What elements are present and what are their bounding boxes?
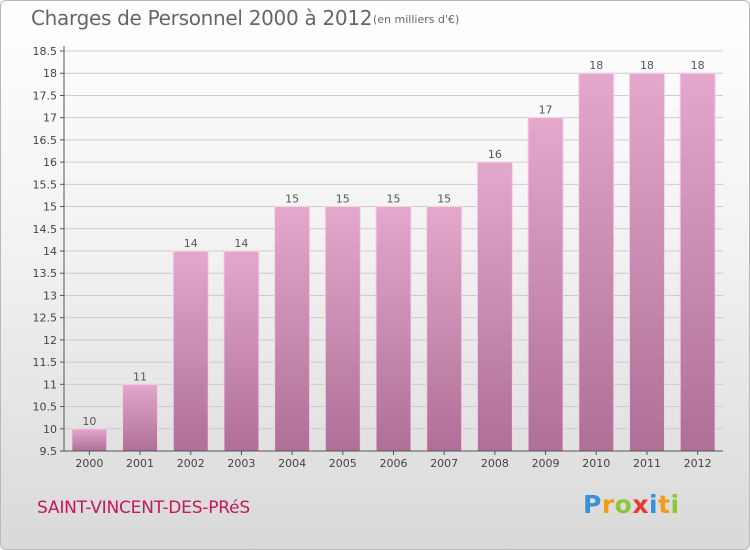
bar [426,206,463,452]
data-label: 18 [640,59,654,72]
data-label: 16 [488,148,502,161]
x-tick-label: 2012 [684,457,712,470]
y-tick-label: 17.5 [33,89,58,102]
y-tick-label: 11.5 [33,356,58,369]
x-tick-label: 2009 [532,457,560,470]
x-tick-label: 2008 [481,457,509,470]
data-label: 14 [184,237,198,250]
chart-title: Charges de Personnel 2000 à 2012 [31,6,373,30]
axes [60,46,723,455]
bar [476,161,513,452]
y-tick-label: 18.5 [33,45,58,58]
chart-subtitle: (en milliers d'€) [373,13,460,26]
data-label: 15 [387,193,401,206]
bar [527,117,564,452]
y-tick-label: 18 [43,67,57,80]
x-tick-label: 2007 [430,457,458,470]
x-tick-label: 2000 [75,457,103,470]
data-label: 10 [82,415,96,428]
labels: 9.5 10 10.5 11 11.5 12 12.5 13 13.5 14 14.5 15 15.5 1… [33,45,712,470]
bar [274,206,311,452]
town-name: SAINT-VINCENT-DES-PRéS [37,498,250,518]
x-tick-label: 2010 [582,457,610,470]
bar [324,206,361,452]
y-tick-label: 15 [43,201,57,214]
logo-letter: P [583,490,602,519]
data-label: 18 [691,59,705,72]
data-label: 17 [539,104,553,117]
y-tick-label: 14.5 [33,223,58,236]
bar [172,250,209,452]
y-tick-label: 12 [43,334,57,347]
data-label: 15 [336,193,350,206]
y-tick-label: 16.5 [33,134,58,147]
y-tick-label: 12.5 [33,312,58,325]
bar [679,72,716,452]
data-label: 11 [133,370,147,383]
logo-letter: x [632,490,649,519]
bar [578,72,615,452]
y-tick-label: 11 [43,378,57,391]
x-tick-label: 2004 [278,457,306,470]
y-tick-label: 10 [43,423,57,436]
data-label: 15 [437,193,451,206]
bar [223,250,260,452]
x-tick-label: 2002 [177,457,205,470]
y-tick-label: 9.5 [40,445,58,458]
y-tick-label: 14 [43,245,57,258]
x-tick-label: 2011 [633,457,661,470]
bar [71,428,108,452]
logo-letter: i [649,490,659,519]
x-tick-label: 2003 [227,457,255,470]
y-tick-label: 16 [43,156,57,169]
logo-letter: o [614,490,633,519]
data-label: 15 [285,193,299,206]
logo-letter: i [670,490,680,519]
bar [628,72,665,452]
logo-letter: t [658,490,671,519]
x-tick-label: 2005 [329,457,357,470]
y-tick-label: 13 [43,289,57,302]
x-tick-label: 2006 [380,457,408,470]
y-tick-label: 15.5 [33,178,58,191]
y-tick-label: 13.5 [33,267,58,280]
logo-letter: r [601,490,615,519]
bar [122,383,159,452]
bar [375,206,412,452]
y-tick-label: 10.5 [33,401,58,414]
data-label: 14 [234,237,248,250]
y-tick-label: 17 [43,112,57,125]
x-tick-label: 2001 [126,457,154,470]
data-label: 18 [589,59,603,72]
proxiti-logo: Proxiti [583,490,680,519]
bars [71,72,716,452]
